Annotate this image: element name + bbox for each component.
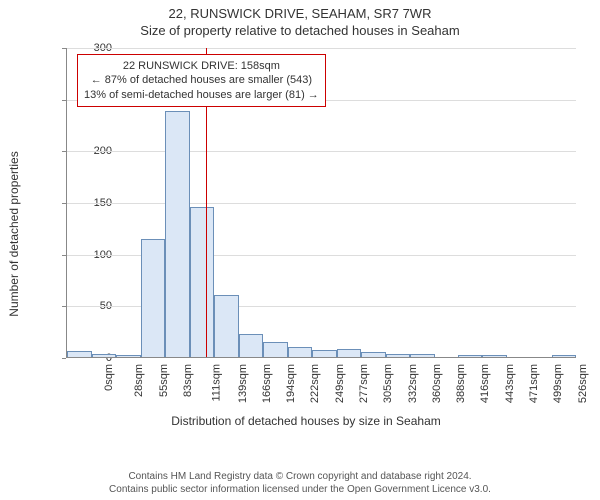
x-tick-label: 443sqm (504, 364, 516, 403)
y-tick-mark (62, 358, 66, 359)
histogram-bar (116, 355, 141, 357)
histogram-bar (288, 347, 313, 357)
page-title-subtitle: Size of property relative to detached ho… (0, 21, 600, 38)
x-tick-label: 499sqm (552, 364, 564, 403)
x-tick-label: 166sqm (261, 364, 273, 403)
x-tick-label: 139sqm (237, 364, 249, 403)
x-tick-label: 277sqm (358, 364, 370, 403)
footer-line-2: Contains public sector information licen… (0, 483, 600, 496)
histogram-bar (92, 354, 117, 357)
x-tick-label: 111sqm (211, 364, 223, 402)
annotation-line: 13% of semi-detached houses are larger (… (84, 88, 319, 102)
histogram-bar (312, 350, 337, 357)
histogram-chart: Number of detached properties 0501001502… (26, 44, 586, 424)
x-tick-label: 416sqm (480, 364, 492, 403)
x-tick-label: 222sqm (310, 364, 322, 403)
x-tick-label: 526sqm (577, 364, 589, 403)
x-tick-label: 388sqm (455, 364, 467, 403)
histogram-bar (458, 355, 483, 357)
x-tick-label: 28sqm (133, 364, 145, 397)
x-tick-label: 0sqm (103, 364, 115, 391)
histogram-bar (410, 354, 435, 357)
footer-line-1: Contains HM Land Registry data © Crown c… (0, 470, 600, 483)
histogram-bar (337, 349, 362, 357)
annotation-line: 22 RUNSWICK DRIVE: 158sqm (84, 59, 319, 73)
x-tick-label: 360sqm (431, 364, 443, 403)
histogram-bar (239, 334, 264, 357)
x-tick-label: 55sqm (158, 364, 170, 397)
y-axis-label: Number of detached properties (7, 151, 21, 316)
histogram-bar (482, 355, 507, 357)
histogram-bar (361, 352, 386, 357)
histogram-bar (214, 295, 239, 357)
histogram-bar (386, 354, 411, 357)
histogram-bar (165, 111, 190, 357)
attribution-footer: Contains HM Land Registry data © Crown c… (0, 470, 600, 496)
page-title-address: 22, RUNSWICK DRIVE, SEAHAM, SR7 7WR (0, 0, 600, 21)
x-axis-label: Distribution of detached houses by size … (26, 414, 586, 428)
annotation-line: ← 87% of detached houses are smaller (54… (84, 73, 319, 87)
plot-area: 22 RUNSWICK DRIVE: 158sqm← 87% of detach… (66, 48, 576, 358)
histogram-bar (67, 351, 92, 357)
annotation-box: 22 RUNSWICK DRIVE: 158sqm← 87% of detach… (77, 54, 326, 107)
x-tick-label: 83sqm (182, 364, 194, 397)
x-tick-label: 471sqm (528, 364, 540, 403)
x-tick-label: 249sqm (334, 364, 346, 403)
histogram-bar (141, 239, 166, 357)
x-tick-label: 332sqm (407, 364, 419, 403)
histogram-bar (190, 207, 215, 357)
x-tick-label: 194sqm (285, 364, 297, 403)
histogram-bar (552, 355, 577, 357)
histogram-bar (263, 342, 288, 358)
x-tick-label: 305sqm (382, 364, 394, 403)
